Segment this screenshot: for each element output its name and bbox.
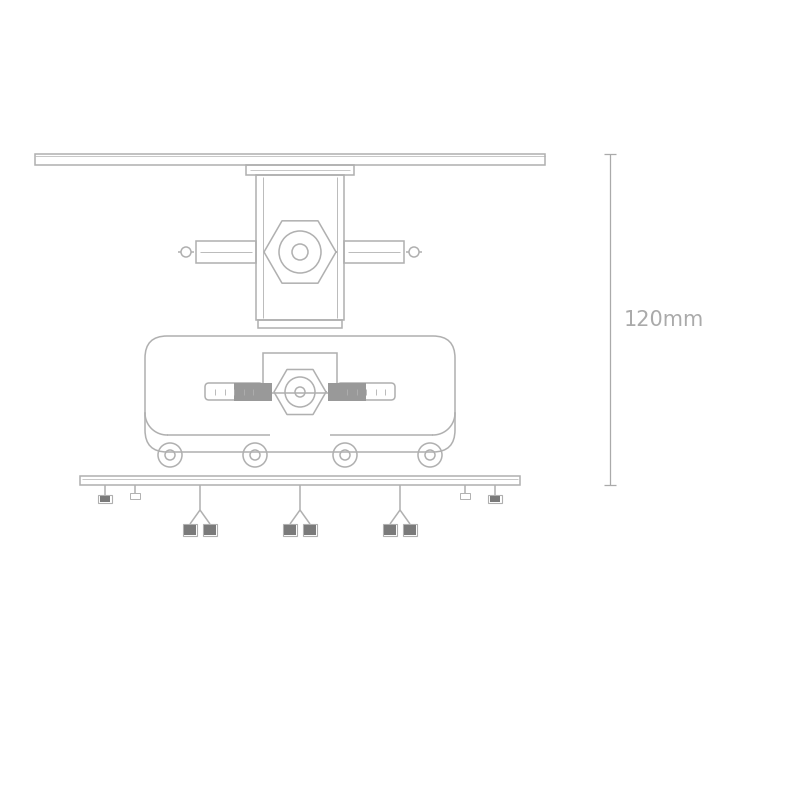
Bar [383,524,397,536]
Bar [258,320,342,328]
Bar [263,353,337,393]
Text: 120mm: 120mm [624,310,704,330]
Bar [283,524,297,536]
Bar [204,525,216,535]
Bar [80,476,520,485]
Bar [234,383,272,401]
Bar [490,496,500,502]
Bar [303,524,317,536]
Bar [256,175,344,320]
Bar [196,241,256,263]
Bar [384,525,396,535]
Bar [488,495,502,503]
Bar [203,524,217,536]
Bar [184,525,196,535]
Bar [35,154,545,165]
Bar [304,525,316,535]
Bar [183,524,197,536]
Bar [130,493,140,499]
Bar [98,495,112,503]
Bar [344,241,404,263]
Bar [284,525,296,535]
Bar [404,525,416,535]
Bar [403,524,417,536]
Bar [100,496,110,502]
Bar [246,165,354,175]
Bar [328,383,366,401]
Bar [460,493,470,499]
